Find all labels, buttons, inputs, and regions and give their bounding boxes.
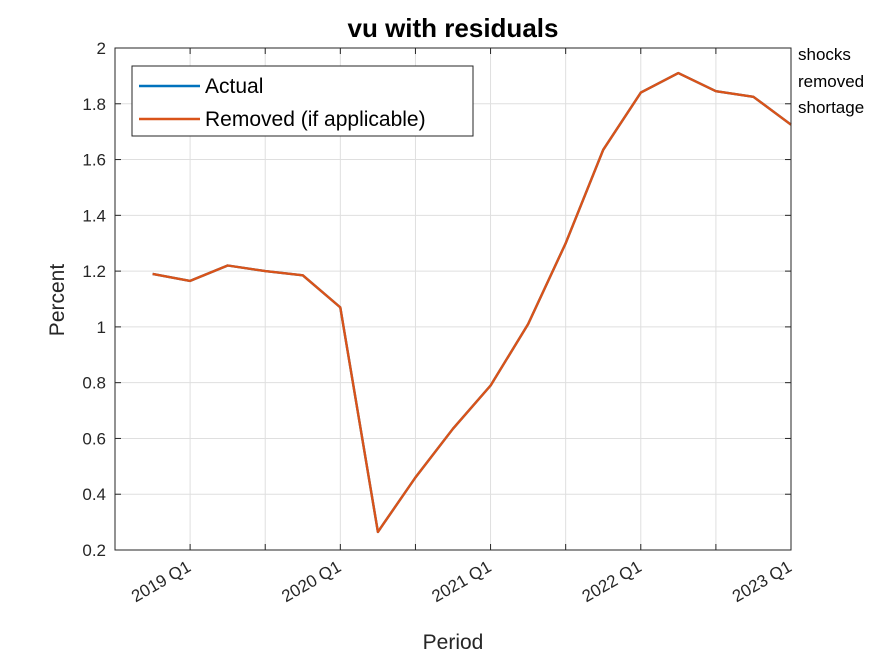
x-tick-label: 2023 Q1 (729, 557, 795, 606)
y-tick-label: 2 (97, 39, 106, 58)
x-tick-label: 2020 Q1 (278, 557, 344, 606)
y-tick-label: 1.6 (82, 151, 106, 170)
chart-title: vu with residuals (348, 13, 559, 43)
y-axis-label: Percent (46, 264, 69, 337)
series-line-2 (152, 71, 792, 534)
y-tick-labels: 0.2 0.4 0.6 0.8 1 1.2 1.4 1.6 1.8 2 (82, 39, 106, 560)
annotation-line-3: shortage (798, 98, 865, 117)
legend-label-1: Actual (205, 75, 263, 98)
y-tick-label: 0.8 (82, 374, 106, 393)
series-layer (152, 71, 792, 534)
annotation-line-2: removed (798, 72, 865, 91)
legend: Actual Removed (if applicable) (131, 65, 474, 137)
x-tick-label: 2019 Q1 (128, 557, 194, 606)
y-tick-label: 0.6 (82, 429, 106, 448)
x-tick-label: 2021 Q1 (429, 557, 495, 606)
y-tick-label: 1.4 (82, 206, 106, 225)
legend-label-2: Removed (if applicable) (205, 108, 426, 131)
x-tick-labels: 2019 Q1 2020 Q1 2021 Q1 2022 Q1 2023 Q1 (128, 557, 795, 606)
x-axis-label: Period (423, 631, 484, 654)
y-tick-label: 0.2 (82, 541, 106, 560)
y-tick-label: 1.2 (82, 262, 106, 281)
y-tick-label: 1 (97, 318, 106, 337)
x-tick-label: 2022 Q1 (579, 557, 645, 606)
y-tick-label: 1.8 (82, 95, 106, 114)
plot-frame (114, 47, 792, 551)
legend-box (131, 65, 474, 137)
axis-ticks (114, 47, 792, 551)
y-tick-label: 0.4 (82, 485, 106, 504)
annotation-line-1: shocks (798, 45, 851, 64)
